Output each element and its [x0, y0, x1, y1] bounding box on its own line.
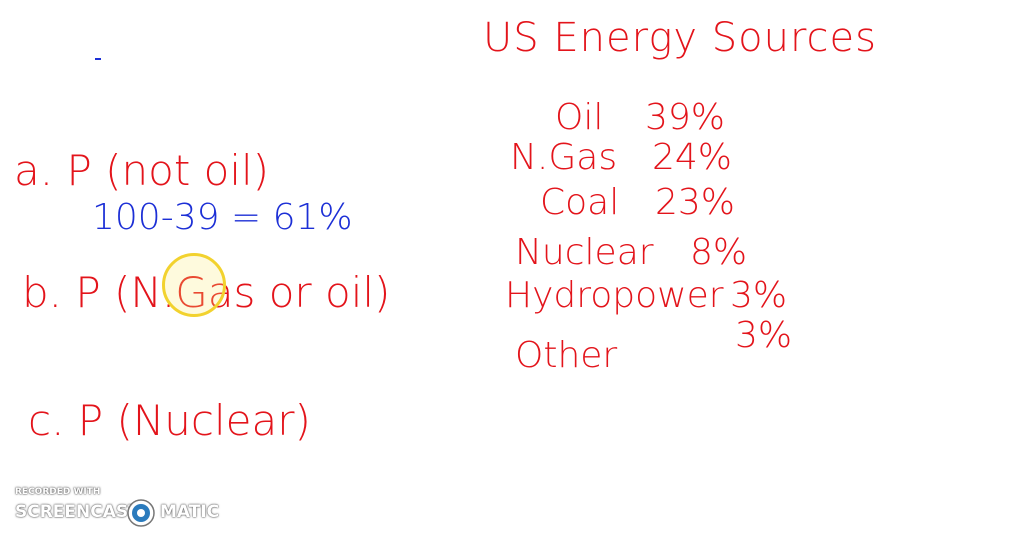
source-value: 3% [735, 315, 793, 356]
source-value: 39% [645, 97, 726, 138]
source-name: N.Gas [510, 137, 618, 178]
title: US Energy Sources [483, 15, 877, 61]
watermark-top: RECORDED WITH [15, 487, 101, 497]
source-value: 24% [652, 137, 733, 178]
source-name: Oil [555, 97, 604, 138]
source-name: Coal [540, 182, 620, 223]
watermark-right: MATIC [160, 502, 220, 522]
pen-mark [95, 58, 101, 60]
source-value: 8% [690, 232, 748, 273]
watermark-left: SCREENCAST [15, 502, 140, 522]
source-name: Hydropower [505, 275, 724, 316]
work: 100-39 = 61% [92, 197, 353, 238]
watermark-logo [127, 499, 155, 527]
source-name: Other [515, 335, 618, 376]
question: c. P (Nuclear) [28, 396, 311, 445]
cursor-highlight [162, 253, 226, 317]
source-value: 23% [655, 182, 736, 223]
question: a. P (not oil) [14, 146, 270, 195]
source-name: Nuclear [515, 232, 654, 273]
source-value: 3% [730, 275, 788, 316]
